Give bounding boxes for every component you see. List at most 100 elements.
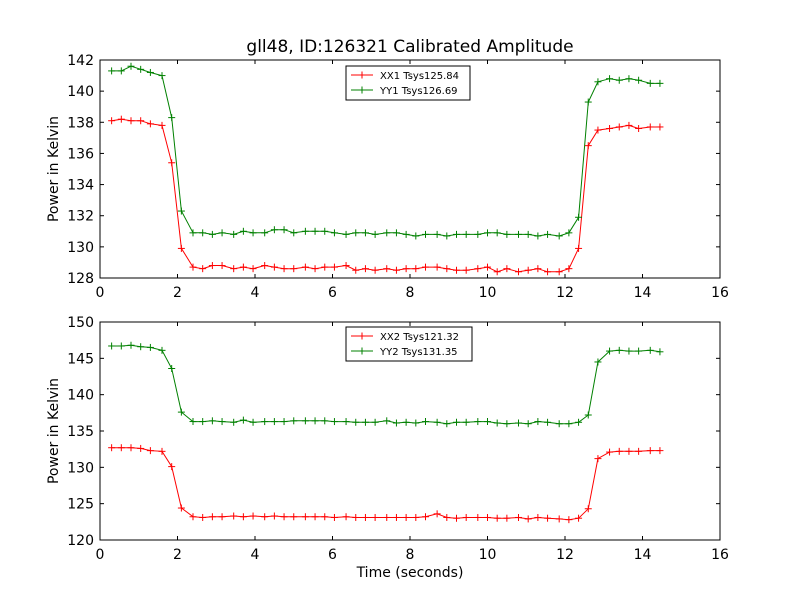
data-point [311, 227, 319, 235]
data-point [515, 230, 522, 238]
data-point [453, 418, 460, 426]
data-point [330, 229, 338, 237]
data-point [127, 444, 135, 452]
data-point [108, 117, 116, 125]
data-point [646, 79, 654, 87]
data-point [168, 159, 176, 167]
data-point [555, 232, 563, 240]
data-point [199, 229, 207, 237]
y-tick-label: 135 [67, 424, 94, 440]
data-point [270, 226, 278, 234]
data-point [108, 342, 116, 350]
data-point [584, 505, 592, 513]
data-point [290, 513, 298, 521]
chart-title: gll48, ID:126321 Calibrated Amplitude [246, 37, 573, 57]
data-point [615, 123, 623, 131]
data-point [412, 265, 420, 273]
data-point [422, 418, 429, 426]
data-point [321, 227, 329, 235]
data-point [352, 513, 360, 521]
data-point [249, 418, 257, 426]
legend-label: XX2 Tsys121.32 [380, 332, 459, 343]
legend-label: YY2 Tsys131.35 [379, 347, 458, 358]
x-tick-label: 16 [711, 547, 729, 563]
data-point [615, 76, 623, 84]
data-point [280, 226, 288, 234]
x-tick-label: 8 [406, 285, 415, 301]
data-point [575, 213, 583, 221]
data-point [189, 229, 197, 237]
data-point [280, 513, 288, 521]
data-point [371, 266, 379, 274]
x-tick-label: 12 [556, 547, 574, 563]
data-point [208, 417, 216, 425]
data-point [383, 513, 391, 521]
data-point [493, 229, 501, 237]
x-tick-label: 14 [634, 547, 652, 563]
data-point [462, 513, 470, 521]
data-point [108, 444, 116, 452]
data-point [361, 513, 369, 521]
data-point [137, 343, 145, 351]
data-point [137, 444, 145, 452]
data-point [555, 420, 563, 428]
data-point [565, 229, 573, 237]
x-tick-label: 2 [173, 547, 182, 563]
data-point [127, 341, 135, 349]
data-point [503, 265, 511, 273]
data-point [474, 230, 482, 238]
data-point [249, 265, 257, 273]
data-point [261, 513, 269, 521]
data-point [108, 67, 116, 75]
data-point [503, 230, 511, 238]
data-point [261, 262, 269, 270]
data-point [462, 230, 470, 238]
x-tick-label: 10 [479, 547, 497, 563]
data-point [239, 513, 247, 521]
data-point [270, 512, 278, 520]
data-point [249, 229, 257, 237]
data-point [158, 121, 166, 129]
data-point [158, 346, 166, 354]
data-point [412, 232, 420, 240]
data-point [383, 417, 391, 425]
data-point [524, 515, 532, 523]
data-point [594, 126, 602, 134]
data-point [503, 420, 511, 428]
y-tick-label: 130 [67, 240, 94, 256]
y-tick-label: 140 [67, 388, 94, 404]
data-point [534, 513, 542, 521]
data-point [575, 514, 583, 522]
x-tick-label: 8 [406, 547, 415, 563]
data-point [453, 514, 460, 522]
data-point [615, 346, 623, 354]
data-point [208, 513, 216, 521]
data-point [646, 123, 654, 131]
data-point [584, 98, 592, 106]
data-point [515, 513, 522, 521]
x-tick-label: 14 [634, 285, 652, 301]
data-point [402, 418, 410, 426]
data-point [383, 229, 391, 237]
data-point [392, 419, 400, 427]
y-tick-label: 138 [67, 115, 94, 131]
data-point [493, 514, 501, 522]
y-tick-label: 134 [67, 178, 94, 194]
data-point [433, 510, 441, 518]
data-point [311, 265, 319, 273]
data-point [311, 513, 319, 521]
data-point [544, 230, 552, 238]
data-point [321, 513, 329, 521]
data-point [555, 268, 563, 276]
y-tick-label: 120 [67, 533, 94, 549]
legend-box [345, 326, 473, 362]
data-point [584, 142, 592, 150]
data-point [392, 513, 400, 521]
data-point [565, 516, 573, 524]
data-point [625, 447, 633, 455]
data-point [565, 265, 573, 273]
data-point [625, 121, 633, 129]
data-point [371, 230, 379, 238]
data-point [117, 115, 125, 123]
